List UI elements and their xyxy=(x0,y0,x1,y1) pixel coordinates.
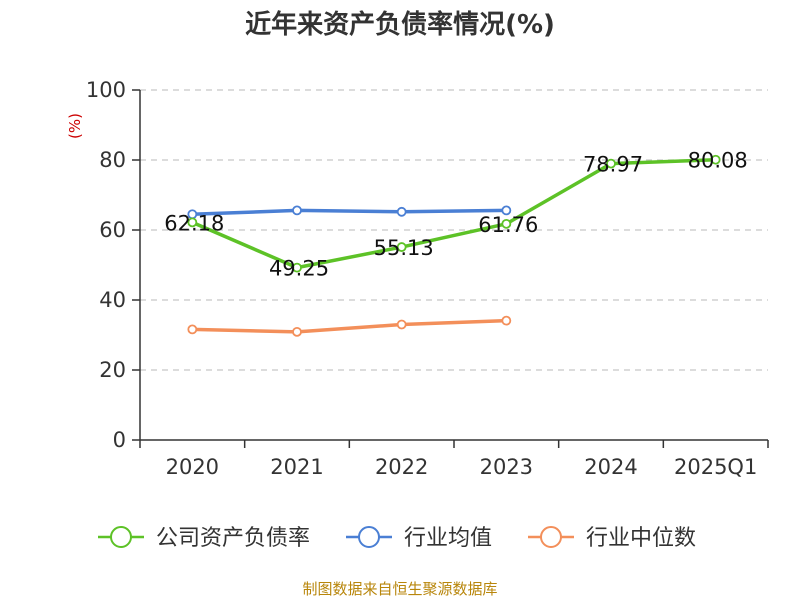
data-source-note: 制图数据来自恒生聚源数据库 xyxy=(302,580,498,598)
data-point xyxy=(501,218,512,229)
grid-lines xyxy=(140,89,768,371)
legend-label: 行业中位数 xyxy=(586,526,696,551)
data-point xyxy=(710,154,721,165)
data-label: 62.18 xyxy=(164,211,224,235)
data-label: 49.25 xyxy=(269,257,329,281)
series-lines xyxy=(187,154,721,337)
x-tick-label: 2023 xyxy=(480,455,533,479)
y-tick-label: 0 xyxy=(113,428,126,452)
data-labels: 62.18 49.25 55.13 61.76 78.97 80.08 xyxy=(164,149,747,281)
data-point xyxy=(501,205,512,216)
series-line xyxy=(192,208,507,216)
legend-swatch-marker xyxy=(540,526,562,548)
data-label: 61.76 xyxy=(478,213,538,237)
data-point xyxy=(396,206,407,217)
y-tick-label: 80 xyxy=(99,148,126,172)
series-line xyxy=(192,318,507,334)
x-tick-label: 2025Q1 xyxy=(674,455,757,479)
chart-title: 近年来资产负债率情况(%) xyxy=(245,10,555,40)
x-tick-label: 2024 xyxy=(584,455,637,479)
y-tick-label: 40 xyxy=(99,288,126,312)
data-point xyxy=(292,262,302,273)
data-point xyxy=(187,217,198,228)
x-tick-label: 2022 xyxy=(375,455,428,479)
y-tick-label: 60 xyxy=(99,218,126,242)
data-point xyxy=(501,315,512,326)
y-tick-label: 20 xyxy=(99,358,126,382)
axes: 0 20 40 60 80 100(%) 2020 2021 2022 2023 2024 2025Q… xyxy=(66,78,769,479)
legend-label: 公司资产负债率 xyxy=(156,526,310,551)
legend: 公司资产负债率 行业均值 行业中位数 xyxy=(98,526,696,551)
x-tick-label: 2021 xyxy=(270,455,323,479)
data-point xyxy=(396,242,407,252)
x-tick-label: 2020 xyxy=(166,455,219,479)
data-label: 55.13 xyxy=(374,236,434,260)
legend-label: 行业均值 xyxy=(404,526,492,551)
series-line xyxy=(191,157,716,270)
data-point xyxy=(606,158,616,169)
data-label: 80.08 xyxy=(688,149,748,173)
data-point xyxy=(187,324,198,335)
legend-swatch-marker xyxy=(110,526,132,548)
legend-swatch-marker xyxy=(358,526,380,548)
y-axis-label: (%) xyxy=(66,113,84,139)
data-point xyxy=(292,326,302,337)
data-label: 78.97 xyxy=(583,153,643,177)
y-tick-label: 100 xyxy=(86,78,126,102)
data-point xyxy=(396,319,407,330)
data-point xyxy=(292,205,302,216)
